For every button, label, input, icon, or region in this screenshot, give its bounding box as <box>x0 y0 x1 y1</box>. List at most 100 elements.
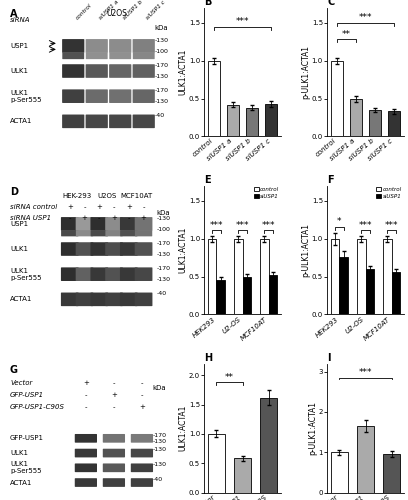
Text: Vector: Vector <box>10 380 32 386</box>
FancyBboxPatch shape <box>109 90 131 103</box>
FancyBboxPatch shape <box>61 230 78 236</box>
Bar <box>383 454 400 492</box>
Bar <box>208 434 225 492</box>
Text: kDa: kDa <box>156 210 170 216</box>
Text: -: - <box>141 392 143 398</box>
FancyBboxPatch shape <box>103 464 125 472</box>
Text: ULK1: ULK1 <box>10 68 28 74</box>
Text: +: + <box>126 204 132 210</box>
FancyBboxPatch shape <box>120 242 137 256</box>
Text: +: + <box>141 215 146 221</box>
Text: kDa: kDa <box>153 385 166 391</box>
Text: +: + <box>82 215 87 221</box>
FancyBboxPatch shape <box>133 64 155 78</box>
Text: MCF10AT: MCF10AT <box>120 193 152 199</box>
Bar <box>392 272 400 314</box>
Text: *: * <box>337 218 341 226</box>
FancyBboxPatch shape <box>75 448 97 458</box>
FancyBboxPatch shape <box>109 52 131 59</box>
Text: F: F <box>327 174 334 184</box>
Text: kDa: kDa <box>155 25 168 31</box>
FancyBboxPatch shape <box>103 478 125 487</box>
Text: -: - <box>141 380 143 386</box>
FancyBboxPatch shape <box>86 52 108 59</box>
Text: -40: -40 <box>153 477 163 482</box>
Text: -40: -40 <box>156 292 166 296</box>
FancyBboxPatch shape <box>76 230 93 236</box>
Text: U2OS: U2OS <box>97 193 116 199</box>
Text: -130: -130 <box>153 462 167 467</box>
Text: -170: -170 <box>155 63 169 68</box>
Text: G: G <box>10 365 18 375</box>
FancyBboxPatch shape <box>135 217 153 230</box>
FancyBboxPatch shape <box>86 39 108 52</box>
Text: C: C <box>327 0 334 6</box>
Text: -170: -170 <box>155 88 169 93</box>
Bar <box>208 60 220 136</box>
Text: +: + <box>83 380 89 386</box>
FancyBboxPatch shape <box>62 52 84 59</box>
Text: -: - <box>113 404 115 410</box>
FancyBboxPatch shape <box>131 434 153 442</box>
Text: control: control <box>75 2 93 21</box>
Bar <box>357 238 366 314</box>
Text: siRNA USP1: siRNA USP1 <box>10 215 51 221</box>
Bar <box>330 238 339 314</box>
FancyBboxPatch shape <box>133 39 155 52</box>
Bar <box>357 426 374 492</box>
Bar <box>265 104 277 136</box>
FancyBboxPatch shape <box>109 114 131 128</box>
FancyBboxPatch shape <box>131 448 153 458</box>
FancyBboxPatch shape <box>86 114 108 128</box>
FancyBboxPatch shape <box>109 39 131 52</box>
Text: ULK1
p-Ser555: ULK1 p-Ser555 <box>10 462 42 474</box>
Bar <box>268 275 277 314</box>
FancyBboxPatch shape <box>75 217 93 230</box>
Bar <box>243 278 251 314</box>
Text: +: + <box>67 204 73 210</box>
FancyBboxPatch shape <box>62 114 84 128</box>
Text: **: ** <box>342 30 351 38</box>
Text: siRNA: siRNA <box>10 18 31 24</box>
Text: siUSP1 b: siUSP1 b <box>122 0 144 20</box>
Text: +: + <box>111 392 117 398</box>
FancyBboxPatch shape <box>133 114 155 128</box>
FancyBboxPatch shape <box>75 242 93 256</box>
Bar <box>217 280 225 314</box>
Text: ***: *** <box>359 13 372 22</box>
FancyBboxPatch shape <box>105 242 123 256</box>
Text: -130: -130 <box>155 38 169 43</box>
FancyBboxPatch shape <box>62 90 84 103</box>
FancyBboxPatch shape <box>62 64 84 78</box>
Text: ACTA1: ACTA1 <box>10 296 32 302</box>
FancyBboxPatch shape <box>91 217 108 230</box>
Text: ***: *** <box>359 220 372 230</box>
Bar <box>260 238 268 314</box>
Text: -130: -130 <box>153 448 167 452</box>
Text: -: - <box>128 215 130 221</box>
Text: -100: -100 <box>156 227 170 232</box>
Bar <box>330 60 343 136</box>
Text: ***: *** <box>262 220 275 230</box>
Text: -: - <box>84 392 87 398</box>
Text: A: A <box>10 9 18 19</box>
Bar <box>339 257 348 314</box>
Text: USP1: USP1 <box>10 221 28 227</box>
Text: -100: -100 <box>155 49 169 54</box>
Bar <box>208 238 217 314</box>
Text: -170: -170 <box>153 432 167 438</box>
Text: -: - <box>142 204 145 210</box>
FancyBboxPatch shape <box>135 242 153 256</box>
FancyBboxPatch shape <box>135 268 153 281</box>
FancyBboxPatch shape <box>75 464 97 472</box>
Text: D: D <box>10 187 18 197</box>
Text: ***: *** <box>210 220 223 230</box>
Text: siUSP1 c: siUSP1 c <box>146 0 167 20</box>
FancyBboxPatch shape <box>131 478 153 487</box>
Text: -130: -130 <box>156 252 171 257</box>
Text: ULK1: ULK1 <box>10 450 28 456</box>
FancyBboxPatch shape <box>105 217 123 230</box>
Text: ULK1
p-Ser555: ULK1 p-Ser555 <box>10 268 42 280</box>
FancyBboxPatch shape <box>120 217 137 230</box>
Text: ACTA1: ACTA1 <box>10 480 32 486</box>
